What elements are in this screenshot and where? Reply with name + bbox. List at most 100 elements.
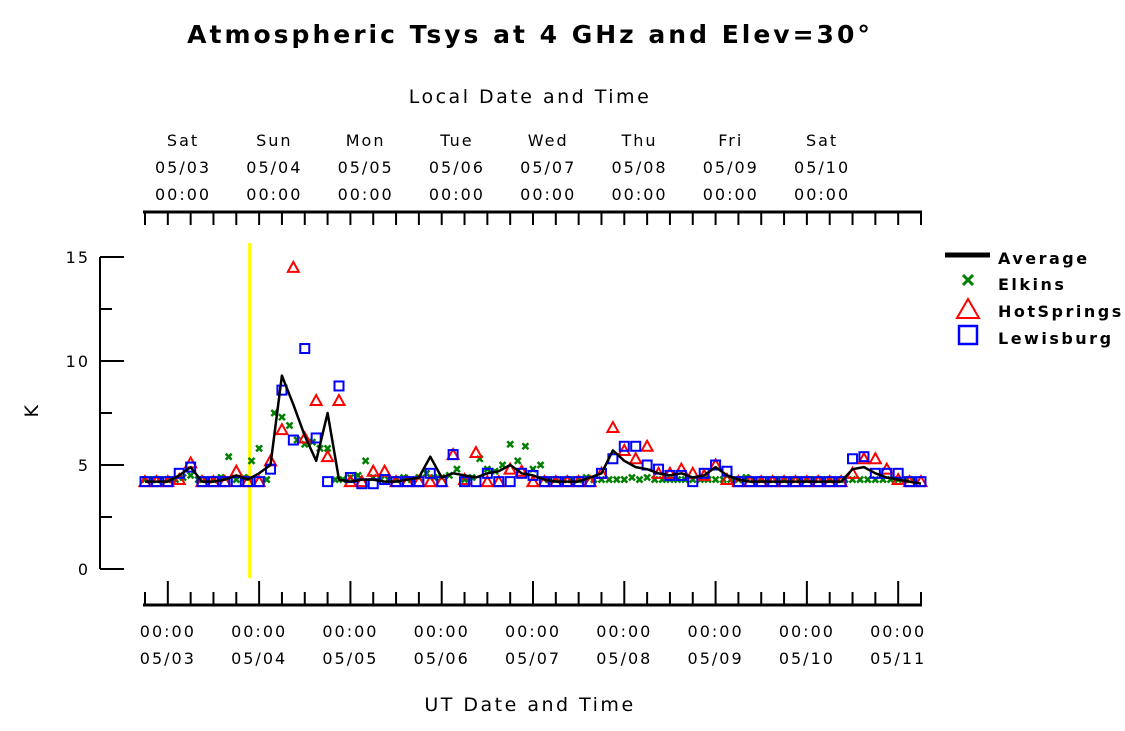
elkins-point	[278, 413, 286, 422]
x-axis-label: UT Date and Time	[424, 694, 635, 716]
lewisburg-point	[493, 476, 505, 488]
top-tick-day: Sat	[167, 131, 199, 150]
y-tick-label: 0	[78, 560, 90, 579]
lewisburg-point	[847, 453, 859, 465]
lewisburg-point	[299, 343, 311, 355]
top-tick-time: 00:00	[794, 185, 850, 204]
elkins-point	[506, 440, 515, 449]
lewisburg-point	[869, 467, 881, 479]
y-tick-label: 10	[66, 352, 90, 371]
series-average	[145, 374, 922, 485]
lewisburg-point	[322, 476, 334, 488]
legend-item-lewisburg: Lewisburg	[957, 324, 1114, 348]
hotsprings-point	[502, 461, 518, 475]
bottom-tick-time: 00:00	[140, 622, 196, 641]
elkins-point	[620, 475, 629, 484]
hotsprings-point	[605, 419, 621, 434]
elkins-point	[247, 456, 256, 465]
lewisburg-point	[618, 440, 630, 452]
top-tick-time: 00:00	[155, 185, 211, 204]
lewisburg-point	[892, 467, 904, 479]
top-tick-date: 05/07	[520, 158, 576, 177]
hotsprings-point	[423, 474, 438, 488]
elkins-point	[262, 475, 271, 484]
bottom-tick-time: 00:00	[231, 622, 287, 641]
lewisburg-point	[185, 461, 197, 473]
elkins-point	[323, 444, 332, 453]
bottom-tick-time: 00:00	[688, 622, 744, 641]
hotsprings-point	[480, 474, 495, 488]
lewisburg-point	[287, 434, 299, 446]
top-tick-time: 00:00	[338, 185, 394, 204]
elkins-point	[628, 473, 636, 482]
elkins-point	[224, 452, 233, 461]
hotsprings-point	[639, 438, 655, 452]
hotsprings-point	[308, 392, 324, 407]
top-tick-day: Fri	[718, 131, 743, 150]
hotsprings-point	[525, 474, 541, 488]
top-tick-date: 05/08	[611, 158, 667, 177]
elkins-point	[711, 475, 720, 484]
hotsprings-point	[297, 430, 312, 444]
lewisburg-point	[504, 476, 516, 488]
top-tick-day: Wed	[528, 131, 569, 150]
bottom-tick-time: 00:00	[596, 622, 652, 641]
hotsprings-point	[366, 463, 381, 477]
lewisburg-point	[242, 476, 254, 488]
elkins-point	[255, 444, 264, 453]
hotsprings-point	[286, 259, 301, 273]
hotsprings-point	[868, 451, 883, 465]
lewisburg-point	[253, 476, 265, 488]
elkins-point	[635, 475, 644, 484]
y-tick-label: 15	[66, 248, 90, 267]
top-axis-label: Local Date and Time	[409, 86, 652, 108]
legend-label: Lewisburg	[998, 329, 1114, 348]
elkins-point	[643, 473, 652, 482]
bottom-tick-date: 05/10	[779, 649, 835, 668]
elkins-point	[513, 456, 522, 465]
elkins-point	[331, 475, 340, 484]
series-layer	[137, 259, 929, 490]
bottom-tick-date: 05/03	[140, 649, 196, 668]
hotsprings-point	[331, 392, 347, 407]
legend: Average Elkins HotSprings Lewisburg	[945, 249, 1124, 348]
elkins-point	[863, 475, 872, 484]
y-tick-label: 5	[78, 456, 90, 475]
bottom-tick-time: 00:00	[322, 622, 378, 641]
hotsprings-point	[628, 451, 643, 465]
hotsprings-point	[856, 451, 872, 465]
bottom-tick-time: 00:00	[779, 622, 835, 641]
elkins-point	[186, 471, 195, 480]
bottom-tick-time: 00:00	[505, 622, 561, 641]
top-tick-date: 05/06	[429, 158, 485, 177]
lewisburg-point	[333, 380, 345, 392]
top-tick-time: 00:00	[429, 185, 485, 204]
bottom-tick-time: 00:00	[414, 622, 470, 641]
bottom-tick-date: 05/07	[505, 649, 561, 668]
bottom-tick-date: 05/11	[870, 649, 926, 668]
bottom-tick-date: 05/05	[322, 649, 378, 668]
elkins-point	[612, 475, 621, 484]
lewisburg-point	[459, 476, 471, 488]
hotsprings-point	[662, 465, 678, 479]
elkins-point	[453, 465, 461, 474]
lewisburg-point	[858, 451, 870, 463]
top-tick-day: Thu	[620, 131, 657, 150]
series-hotsprings	[137, 259, 929, 488]
bottom-tick-date: 05/04	[231, 649, 287, 668]
lewisburg-point	[230, 476, 242, 488]
top-tick-time: 00:00	[703, 185, 759, 204]
top-tick-time: 00:00	[611, 185, 667, 204]
lewisburg-point	[424, 467, 436, 479]
elkins-point	[361, 456, 370, 465]
axes: 0 5 10 15 00:00 05/03 00:00 05/04 00:00 05/05 00:0…	[66, 131, 926, 668]
legend-label: HotSprings	[998, 302, 1124, 321]
top-tick-day: Sat	[806, 131, 838, 150]
top-tick-date: 05/05	[338, 158, 394, 177]
bottom-tick-date: 05/06	[414, 649, 470, 668]
top-tick-day: Mon	[346, 131, 386, 150]
elkins-point	[285, 421, 294, 430]
top-tick-time: 00:00	[520, 185, 576, 204]
lewisburg-point	[447, 449, 459, 461]
